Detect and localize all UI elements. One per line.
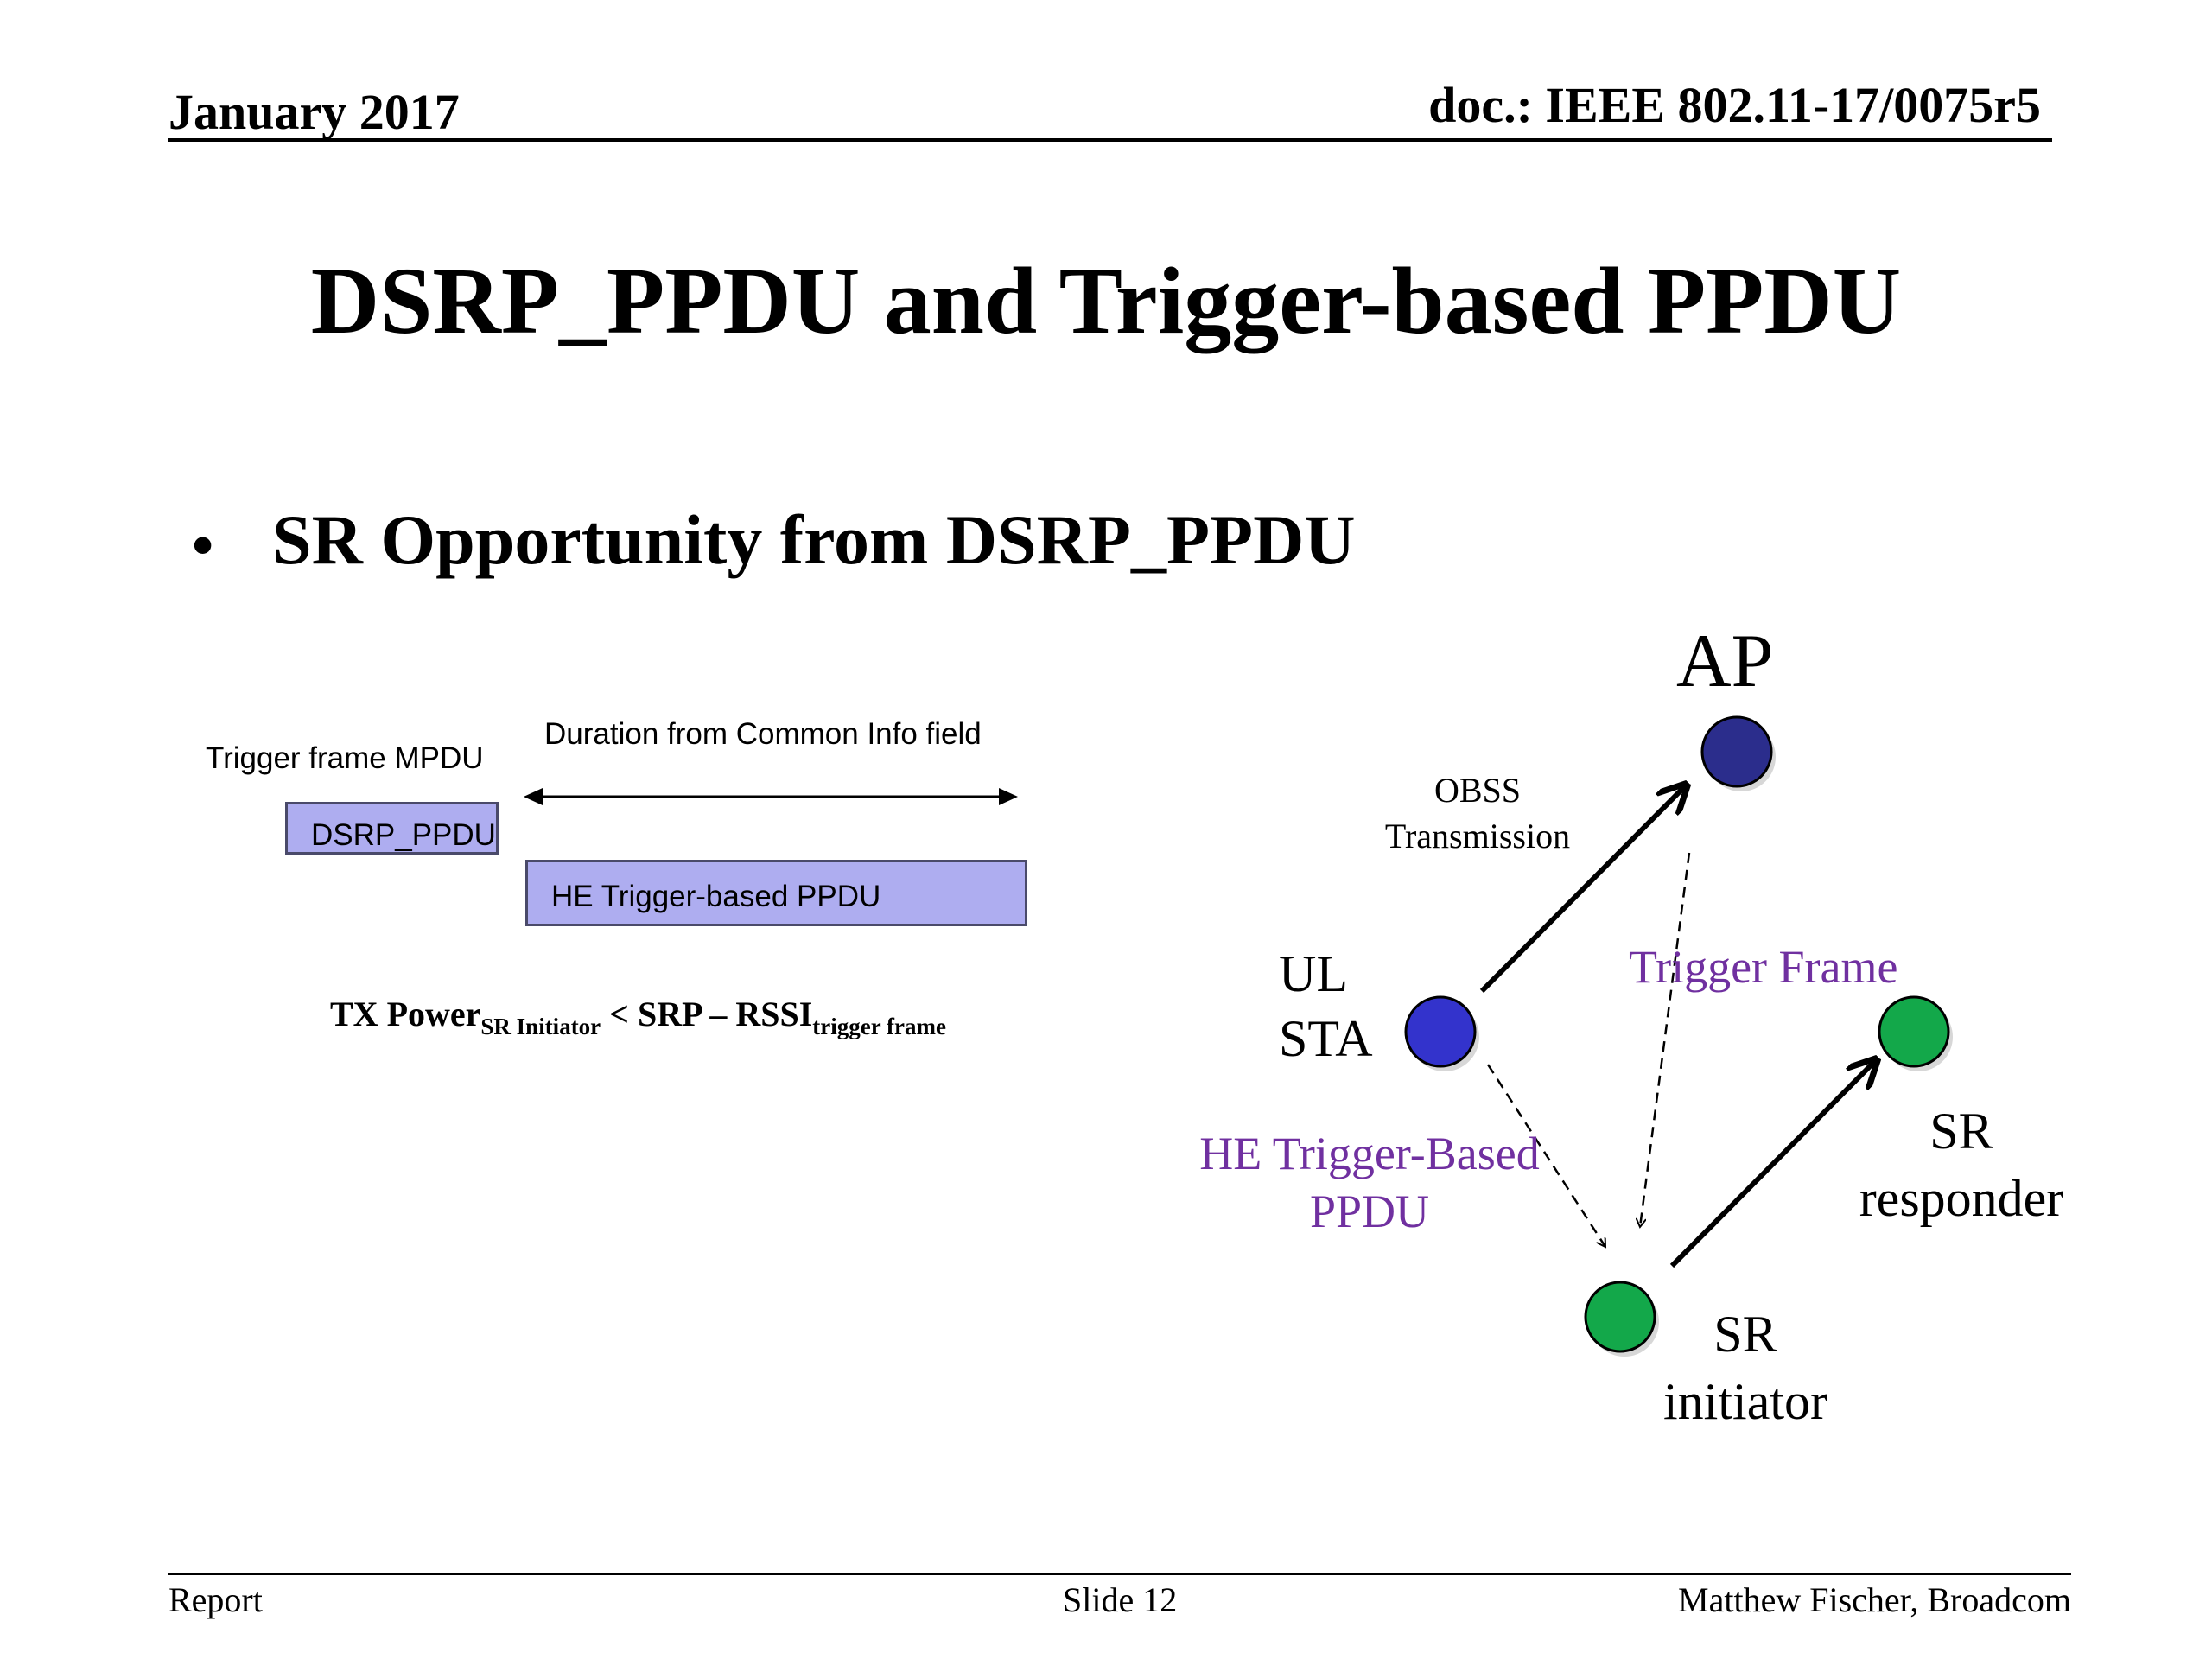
ul-sta-label: UL STA — [1279, 942, 1373, 1071]
header-doc-id: doc.: IEEE 802.11-17/0075r5 — [1428, 77, 2041, 133]
dsrp-ppdu-box-label: DSRP_PPDU — [311, 818, 496, 852]
trigger-frame-mpdu-label: Trigger frame MPDU — [206, 741, 484, 775]
he-trigger-based-ppdu-box: HE Trigger-based PPDU — [525, 860, 1027, 926]
he-tb-ppdu-dashed-arrow — [1486, 1064, 1605, 1247]
he-tb-label-line2: PPDU — [1309, 1185, 1430, 1237]
he-tb-label-line1: HE Trigger-Based — [1199, 1128, 1540, 1179]
bullet-text: SR Opportunity from DSRP_PPDU — [272, 500, 1356, 579]
footer-rule — [168, 1573, 2071, 1575]
sr-responder-label-line2: responder — [1859, 1170, 2064, 1227]
formula-sub2: trigger frame — [812, 1014, 946, 1039]
ul-sta-label-line1: UL — [1279, 945, 1348, 1002]
sr-responder-label: SR responder — [1849, 1097, 2074, 1232]
footer-slide-number: Slide 12 — [1063, 1580, 1178, 1619]
dsrp-ppdu-box: DSRP_PPDU — [285, 802, 499, 855]
ap-node — [1700, 715, 1773, 788]
formula-sub1: SR Initiator — [480, 1014, 601, 1039]
obss-transmission-arrow — [1479, 786, 1685, 994]
formula-part2: < SRP – RSSI — [601, 995, 813, 1033]
footer-author: Matthew Fischer, Broadcom — [1678, 1580, 2071, 1619]
slide-title: DSRP_PPDU and Trigger-based PPDU — [310, 248, 1902, 353]
tx-power-formula: TX PowerSR Initiator < SRP – RSSItrigger… — [330, 994, 946, 1040]
duration-label: Duration from Common Info field — [544, 717, 982, 751]
header-date: January 2017 — [168, 84, 460, 140]
he-trigger-based-ppdu-box-label: HE Trigger-based PPDU — [551, 880, 881, 913]
footer-left: Report — [168, 1580, 263, 1619]
ul-sta-label-line2: STA — [1279, 1010, 1373, 1067]
obss-transmission-label: OBSS Transmission — [1384, 771, 1571, 855]
trigger-frame-label: Trigger Frame — [1629, 941, 1898, 993]
sr-responder-node — [1878, 995, 1950, 1068]
sr-responder-label-line1: SR — [1929, 1103, 1993, 1160]
trigger-frame-dashed-arrow — [1640, 852, 1691, 1227]
header-rule — [168, 138, 2052, 142]
sr-initiator-node — [1584, 1281, 1656, 1353]
bullet-marker: • — [192, 511, 214, 580]
sr-initiator-label: SR initiator — [1642, 1300, 1849, 1435]
sr-transmission-arrow — [1669, 1061, 1875, 1268]
ap-label: AP — [1676, 620, 1774, 703]
formula-part1: TX Power — [330, 995, 481, 1033]
sr-initiator-label-line1: SR — [1713, 1306, 1777, 1363]
ul-sta-node — [1404, 995, 1477, 1068]
sr-initiator-label-line2: initiator — [1663, 1373, 1827, 1430]
he-trigger-based-ppdu-label: HE Trigger-Based PPDU — [1184, 1125, 1555, 1241]
duration-arrow — [524, 788, 1018, 805]
